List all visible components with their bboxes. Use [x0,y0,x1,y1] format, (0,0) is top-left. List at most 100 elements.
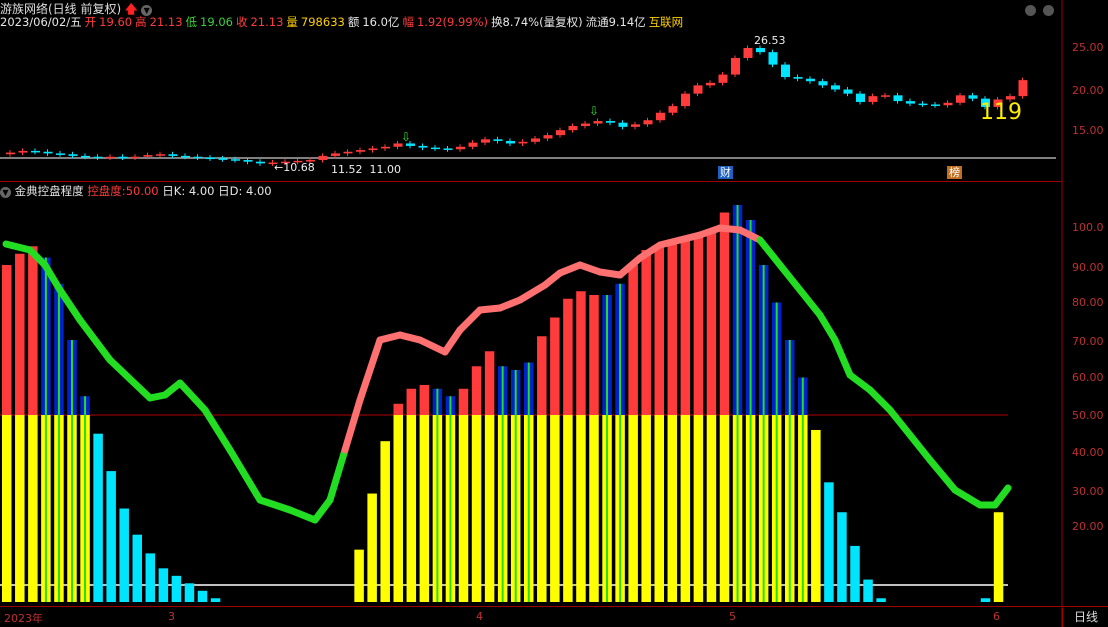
candle-body [918,103,928,106]
candle-body [443,148,453,150]
candle-body [243,160,253,162]
candle-body [206,157,215,160]
kp-bar-top [628,265,638,415]
kp-trend-line [951,486,984,509]
candle-body [1006,96,1015,100]
candle-body [293,160,303,163]
kp-bar [811,429,821,602]
candle-body [31,150,40,153]
kp-bar-base [654,415,664,602]
finance-tag[interactable]: 财 [718,166,733,179]
kp-bar-top [458,388,469,415]
kp-trend-line [176,379,209,414]
candle-body [618,122,628,127]
candle-body [56,153,65,155]
period-selector[interactable]: 日线 [1062,608,1108,627]
rank-tag[interactable]: 榜 [947,166,962,179]
arrow-up-icon[interactable]: 🡅 [125,2,138,16]
candle-body [868,96,878,102]
indicator-lines-group [2,224,1012,524]
kp-bar-top [719,212,730,415]
price-axis-15: 15.00 [1072,124,1104,137]
ind-axis-70: 70.00 [1072,335,1104,348]
candle-body [368,148,378,151]
kp-trend-line [796,286,824,319]
candle-body [18,150,28,153]
candle-body [543,135,553,139]
kp-trend-line [441,326,464,356]
info-sector[interactable]: 互联网 [648,15,684,29]
kp-trend-line [106,356,154,402]
price-axis-25: 25.00 [1072,41,1104,54]
chevron-down-icon[interactable]: ▼ [0,187,11,198]
candle-body [668,106,678,113]
candle-body [193,156,203,159]
candle-body [793,77,803,79]
candle-body [343,151,353,154]
candle-body [643,120,653,125]
kp-bar-top [28,246,38,415]
high-mark-label: 26.53 [754,34,786,47]
kp-bar-base [693,415,704,602]
settings-icon[interactable] [1025,1,1036,20]
chevron-down-icon[interactable]: ▼ [141,5,153,16]
candle-body [881,95,890,97]
kp-bar-top [693,235,704,415]
kp-bar [876,598,886,602]
candle-body [856,93,865,102]
kp-trend-line [26,246,49,269]
candles-group [6,45,1028,166]
kp-bar-top [406,388,417,415]
kp-bar [132,534,142,602]
kp-bar-base [406,415,417,602]
ind-axis-100: 100.0 [1072,221,1104,234]
candle-body [893,95,903,102]
kp-bar-top [706,231,717,415]
candle-body [831,85,840,90]
info-float: 流通9.14亿 [585,15,646,29]
low-mark-label: ←10.68 [274,161,315,174]
kp-trend-line [906,431,934,464]
info-vol-label: 量 [286,15,298,29]
kp-trend-line [926,456,959,494]
date-label: 5 [729,610,736,623]
ohlc-info-row: 2023/06/02/五开 19.60 高 21.13 低 19.06 收 21.13 量 798… [0,14,686,30]
kp-bar [171,575,182,602]
kp-bar-top [471,366,482,415]
kp-bar-base [576,415,586,602]
candle-body [43,151,53,154]
indicator-name[interactable]: 金典控盘程度 [14,184,84,198]
kp-bar-top [589,295,599,415]
ind-axis-30: 30.00 [1072,485,1104,498]
candle-body [231,159,240,161]
candle-body [693,85,703,94]
kp-bar [863,579,873,602]
candle-body [768,52,778,65]
kp-bar [119,508,129,602]
kp-trend-line [456,306,484,334]
stock-title[interactable]: 游族网络(日线 前复权) [0,2,122,16]
indicator-header: ▼ 金典控盘程度 控盘度:50.00 日K: 4.00 日D: 4.00 [0,183,272,199]
kp-trend-line [776,261,804,294]
candle-body [943,102,953,106]
kp-bar [850,545,860,602]
kp-bar [93,433,103,602]
candle-body [981,98,990,107]
kp-bar [106,471,116,602]
kp-bar-top [419,385,430,415]
close-window-icon[interactable] [1043,1,1054,20]
candle-body [1018,80,1028,97]
candle-body [906,101,915,104]
kp-bar-top [537,336,547,415]
candle-body [456,146,465,150]
kp-bar-base [563,415,573,602]
kp-bar [367,493,377,602]
kp-bar-base [641,415,651,602]
kp-bar [158,568,169,602]
kp-bar-top [563,298,573,415]
candle-body [931,104,940,106]
kp-value: 50.00 [125,184,159,198]
kp-bar-base [471,415,482,602]
date-label: 2023年 [4,612,43,625]
